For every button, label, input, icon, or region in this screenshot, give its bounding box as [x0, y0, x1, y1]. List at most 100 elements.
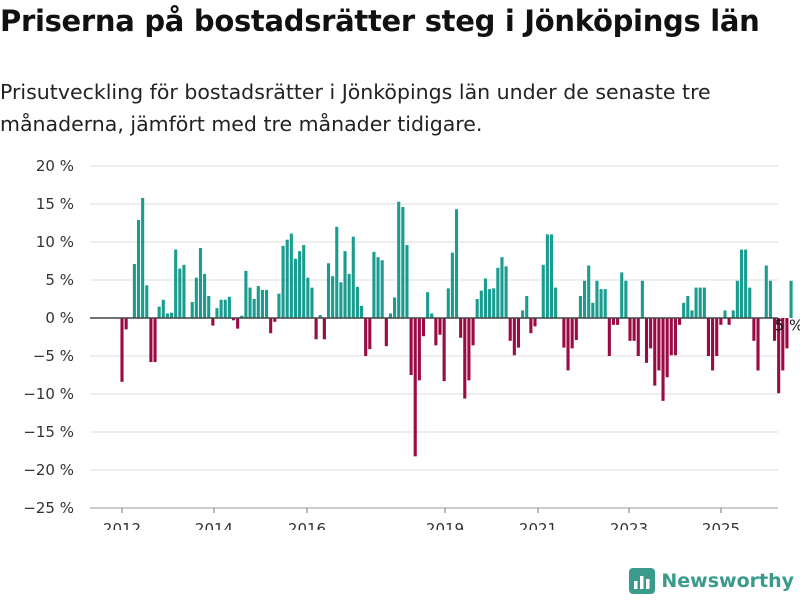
bar	[574, 318, 578, 341]
bar	[459, 318, 463, 338]
bar	[698, 287, 702, 318]
y-tick-label: 5 %	[45, 271, 74, 289]
bar	[157, 306, 161, 318]
bar	[446, 288, 450, 318]
bar	[682, 302, 686, 318]
bar	[644, 318, 649, 363]
bar	[587, 265, 591, 318]
bar	[521, 310, 525, 318]
bar	[351, 236, 355, 318]
y-tick-label: −20 %	[23, 461, 74, 479]
bar	[293, 258, 298, 318]
bar	[624, 280, 628, 318]
bar	[182, 264, 186, 318]
bar	[376, 257, 380, 318]
bar	[500, 257, 504, 318]
bar	[454, 209, 459, 318]
last-value-annotation: 5 %	[775, 316, 800, 334]
bar	[223, 299, 227, 318]
bar	[256, 286, 260, 318]
y-tick-label: −25 %	[23, 499, 74, 517]
bar	[549, 234, 554, 318]
bar	[281, 245, 285, 318]
bar	[640, 280, 644, 318]
bar	[529, 318, 533, 334]
bar	[190, 302, 194, 318]
bar	[227, 296, 231, 318]
bar	[339, 282, 343, 318]
bar	[620, 272, 624, 318]
bar	[355, 286, 359, 318]
bar	[318, 314, 322, 318]
bar	[442, 318, 446, 382]
bar	[194, 277, 198, 318]
x-tick-label: 2021	[519, 520, 557, 530]
bar	[248, 287, 252, 318]
y-tick-label: 20 %	[36, 157, 74, 175]
bar	[331, 276, 335, 318]
axis-layer: 20 % 15 % 10 % 5 % 0 % −5 % −10 % −15 % −20 % −25…	[23, 157, 800, 530]
x-tick-label: 2014	[195, 520, 233, 530]
y-tick-label: −15 %	[23, 423, 74, 441]
bar	[516, 318, 521, 348]
bar	[595, 280, 599, 318]
bar	[285, 239, 289, 318]
bar	[388, 313, 392, 318]
brand-name: Newsworthy	[661, 570, 794, 592]
bar	[719, 318, 723, 325]
bar	[277, 293, 281, 318]
bar	[240, 315, 244, 318]
bar	[566, 318, 570, 371]
bar	[207, 295, 211, 318]
bar	[669, 318, 673, 356]
bar	[269, 318, 273, 334]
bar	[686, 295, 690, 318]
bar	[735, 280, 739, 318]
bar	[715, 318, 719, 356]
bar	[785, 318, 789, 349]
bar	[450, 252, 454, 318]
bar	[347, 273, 351, 318]
bar	[124, 318, 128, 330]
bar	[554, 287, 558, 318]
y-tick-label: 10 %	[36, 233, 74, 251]
y-tick-label: 15 %	[36, 195, 74, 213]
bar	[657, 318, 661, 371]
bar	[198, 248, 203, 318]
bar	[702, 287, 706, 318]
bar	[636, 318, 640, 356]
bar	[578, 295, 582, 318]
bar	[777, 318, 781, 394]
bars-layer	[120, 197, 793, 457]
bar	[525, 295, 529, 318]
bar	[665, 318, 669, 378]
bar	[153, 318, 157, 363]
bar	[314, 318, 318, 340]
bar	[380, 260, 384, 318]
bar	[231, 318, 236, 321]
newsworthy-brand[interactable]: Newsworthy	[629, 568, 794, 594]
bar	[492, 288, 496, 318]
bar	[141, 197, 145, 318]
bar	[178, 268, 182, 318]
bar	[711, 318, 715, 371]
bar	[471, 318, 475, 346]
bar	[368, 318, 372, 350]
bar	[628, 318, 632, 341]
bar	[483, 278, 487, 318]
bar	[203, 273, 207, 318]
chart-title: Priserna på bostadsrätter steg i Jönköpi…	[0, 4, 760, 38]
x-tick-label: 2012	[103, 520, 141, 530]
x-tick-label: 2019	[426, 520, 464, 530]
bar	[260, 289, 264, 318]
bar	[673, 318, 677, 356]
bar	[781, 318, 785, 371]
bar	[632, 318, 636, 341]
bar	[533, 318, 537, 327]
bar	[475, 299, 479, 318]
bar	[273, 318, 277, 322]
y-tick-label: 0 %	[45, 309, 74, 327]
bar	[302, 245, 306, 318]
bar	[265, 289, 269, 318]
bar	[364, 318, 368, 356]
